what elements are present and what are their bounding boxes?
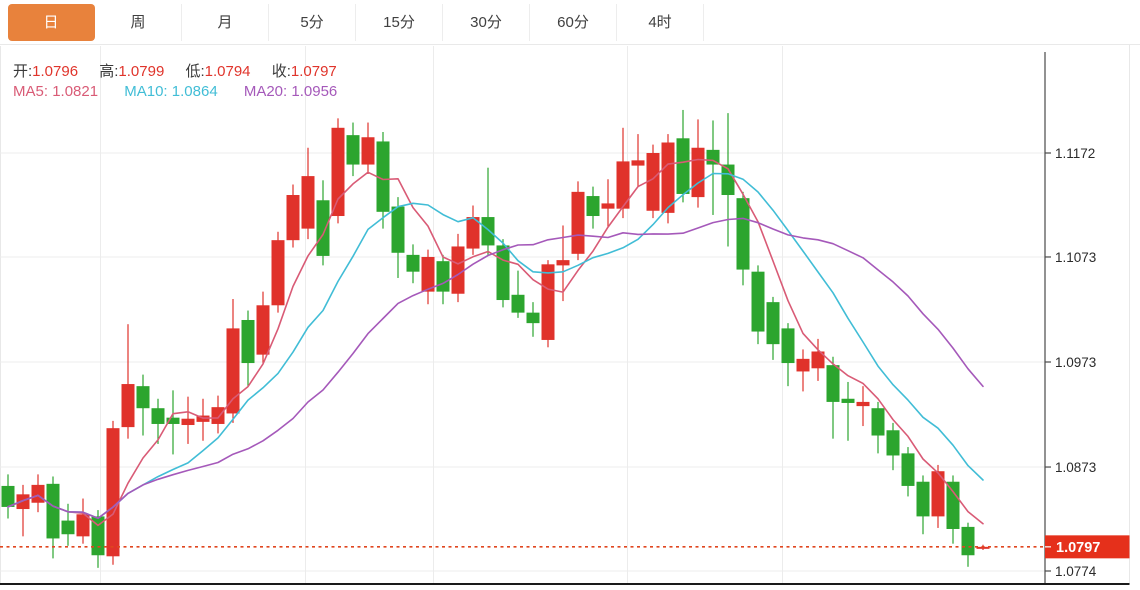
candle-body bbox=[886, 430, 900, 456]
ma-readout: MA5: 1.0821 MA10: 1.0864 MA20: 1.0956 bbox=[13, 83, 359, 100]
y-axis-label: 1.0774 bbox=[1055, 564, 1097, 579]
candle-body bbox=[691, 147, 705, 198]
candle-body bbox=[31, 484, 45, 503]
ma20-readout: MA20: 1.0956 bbox=[243, 83, 338, 100]
candle-body bbox=[916, 481, 930, 517]
tab-week[interactable]: 周 bbox=[95, 3, 182, 41]
candle-body bbox=[166, 417, 180, 424]
candle-body bbox=[541, 264, 555, 340]
candle-body bbox=[91, 516, 105, 556]
candle-body bbox=[781, 328, 795, 364]
candle-body bbox=[361, 137, 375, 165]
candle-body bbox=[766, 302, 780, 345]
ma20-line bbox=[7, 217, 984, 520]
close-label: 收: bbox=[271, 63, 291, 80]
candle-body bbox=[316, 200, 330, 256]
ma10-readout: MA10: 1.0864 bbox=[124, 83, 218, 100]
candle-body bbox=[976, 546, 990, 549]
candle-body bbox=[466, 217, 480, 249]
y-axis-label: 1.1073 bbox=[1055, 250, 1096, 265]
tab-15min[interactable]: 15分 bbox=[356, 3, 443, 41]
candle-body bbox=[376, 141, 390, 212]
candle-body bbox=[841, 398, 855, 403]
candle-body bbox=[496, 245, 510, 301]
ma10-line bbox=[7, 172, 984, 520]
candle-body bbox=[106, 428, 120, 557]
candle-body bbox=[1, 485, 15, 507]
last-price-badge-value: 1.0797 bbox=[1056, 540, 1100, 556]
candle-body bbox=[331, 127, 345, 217]
candle-body bbox=[241, 319, 255, 364]
candle-body bbox=[616, 161, 630, 209]
candle-body bbox=[301, 176, 315, 229]
low-label: 低: bbox=[185, 63, 205, 80]
y-axis-label: 1.0873 bbox=[1055, 460, 1096, 475]
candle-body bbox=[901, 453, 915, 486]
candle-body bbox=[676, 138, 690, 194]
candle-body bbox=[811, 351, 825, 369]
candle-body bbox=[721, 164, 735, 196]
candle-body bbox=[61, 520, 75, 535]
candle-body bbox=[946, 481, 960, 529]
low-value: 1.0794 bbox=[204, 63, 251, 80]
ohlc-readout: 开:1.0796 高:1.0799 低:1.0794 收:1.0797 bbox=[13, 60, 354, 81]
period-tabbar: 日 周 月 5分 15分 30分 60分 4时 bbox=[0, 0, 1140, 45]
candle-body bbox=[76, 514, 90, 537]
candle-body bbox=[406, 254, 420, 272]
candle-body bbox=[391, 206, 405, 253]
candle-body bbox=[421, 256, 435, 292]
candle-body bbox=[136, 386, 150, 409]
y-axis-label: 1.1172 bbox=[1055, 146, 1095, 161]
open-value: 1.0796 bbox=[32, 63, 79, 80]
candle-body bbox=[46, 483, 60, 539]
close-value: 1.0797 bbox=[290, 63, 337, 80]
high-label: 高: bbox=[99, 63, 119, 80]
candle-body bbox=[346, 135, 360, 165]
candle-body bbox=[961, 526, 975, 556]
candle-body bbox=[181, 418, 195, 426]
candle-body bbox=[211, 407, 225, 424]
candle-body bbox=[871, 408, 885, 436]
candle-body bbox=[226, 328, 240, 414]
candle-body bbox=[526, 312, 540, 324]
candle-body bbox=[826, 365, 840, 402]
candle-body bbox=[511, 294, 525, 313]
candle-body bbox=[751, 271, 765, 332]
tab-5min[interactable]: 5分 bbox=[269, 3, 356, 41]
candle-body bbox=[736, 198, 750, 270]
candle-body bbox=[646, 153, 660, 211]
tab-day[interactable]: 日 bbox=[8, 3, 95, 41]
candle-body bbox=[16, 494, 30, 510]
ma5-readout: MA5: 1.0821 bbox=[13, 83, 99, 100]
tab-60min[interactable]: 60分 bbox=[530, 3, 617, 41]
ma5-line bbox=[7, 158, 984, 527]
open-label: 开: bbox=[13, 63, 33, 80]
candle-body bbox=[586, 196, 600, 217]
tab-month[interactable]: 月 bbox=[182, 3, 269, 41]
candle-body bbox=[796, 358, 810, 372]
candle-body bbox=[436, 261, 450, 292]
high-value: 1.0799 bbox=[118, 63, 165, 80]
candle-body bbox=[631, 160, 645, 166]
candle-body bbox=[151, 408, 165, 424]
candle-body bbox=[571, 191, 585, 254]
candle-body bbox=[931, 471, 945, 517]
candle-body bbox=[481, 217, 495, 246]
candle-body bbox=[856, 401, 870, 407]
candle-body bbox=[271, 240, 285, 306]
candle-body bbox=[601, 203, 615, 209]
last-price-badge bbox=[1045, 535, 1130, 559]
candle-body bbox=[256, 305, 270, 355]
candle-body bbox=[556, 260, 570, 266]
tab-30min[interactable]: 30分 bbox=[443, 3, 530, 41]
candle-body bbox=[451, 246, 465, 294]
y-axis-label: 1.0973 bbox=[1055, 355, 1096, 370]
tab-4hour[interactable]: 4时 bbox=[617, 3, 704, 41]
candle-body bbox=[661, 142, 675, 213]
candle-body bbox=[121, 384, 135, 428]
candle-body bbox=[286, 195, 300, 241]
